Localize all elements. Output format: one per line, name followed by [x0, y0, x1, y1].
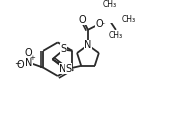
Text: S: S — [65, 64, 71, 74]
Text: N: N — [60, 64, 67, 74]
Text: S: S — [60, 44, 66, 54]
Text: +: + — [29, 55, 35, 61]
Text: CH₃: CH₃ — [121, 15, 135, 24]
Text: CH₃: CH₃ — [103, 0, 117, 9]
Text: −: − — [14, 59, 21, 68]
Text: O: O — [17, 60, 24, 70]
Text: O: O — [79, 15, 87, 25]
Text: O: O — [25, 48, 32, 58]
Text: O: O — [95, 19, 103, 29]
Text: N: N — [25, 58, 32, 68]
Text: CH₃: CH₃ — [109, 31, 123, 40]
Text: N: N — [84, 40, 92, 50]
